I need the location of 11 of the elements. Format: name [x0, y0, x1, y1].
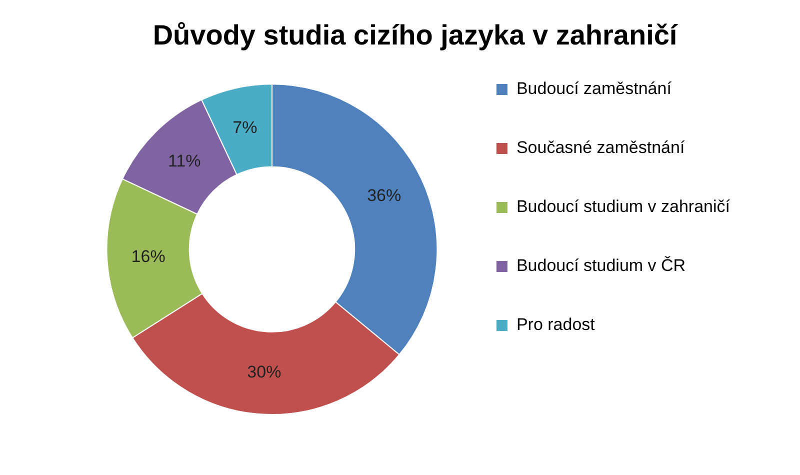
legend-label: Budoucí studium v ČR	[516, 256, 686, 276]
legend-label: Budoucí studium v zahraničí	[516, 197, 730, 216]
chart-title: Důvody studia cizího jazyka v zahraničí	[152, 20, 678, 51]
data-label: 11%	[168, 151, 201, 170]
legend-label: Pro radost	[516, 315, 596, 334]
legend-label: Současné zaměstnání	[516, 138, 685, 158]
data-label: 16%	[131, 246, 166, 266]
legend-label: Budoucí zaměstnání	[516, 79, 672, 98]
data-label: 36%	[367, 186, 402, 206]
data-label: 30%	[247, 362, 282, 382]
data-label: 7%	[232, 118, 258, 138]
